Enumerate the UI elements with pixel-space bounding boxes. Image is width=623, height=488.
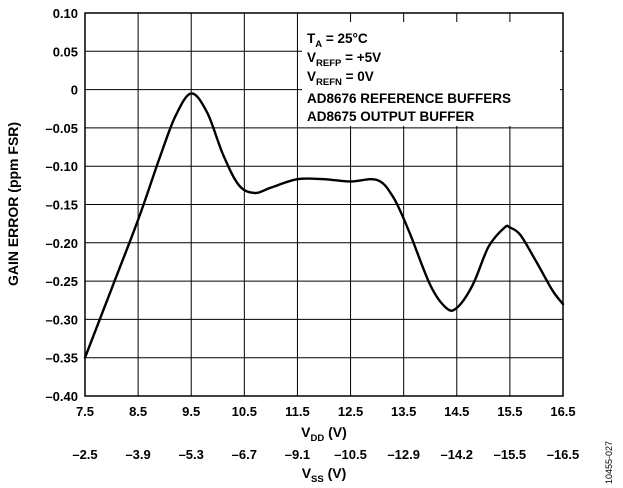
x-axis-label-vdd: VDD (V): [301, 424, 347, 444]
x-tick-label-vdd: 11.5: [285, 404, 310, 419]
y-tick-label: –0.05: [45, 121, 78, 136]
y-tick-label: –0.35: [45, 351, 78, 366]
y-axis-label: GAIN ERROR (ppm FSR): [5, 122, 21, 286]
x-tick-label-vss: –12.9: [387, 447, 420, 462]
annotation-background: [302, 22, 560, 126]
y-tick-labels: 0.10 0.05 0 –0.05 –0.10 –0.15 –0.20 –0.25 –0.30 –…: [45, 6, 78, 404]
y-tick-label: –0.30: [45, 312, 78, 327]
x-tick-label-vdd: 7.5: [76, 404, 94, 419]
y-tick-label: 0: [71, 83, 78, 98]
y-tick-label: 0.10: [53, 6, 78, 21]
x-tick-label-vss: –15.5: [494, 447, 527, 462]
y-tick-label: –0.20: [45, 236, 78, 251]
x-tick-label-vss: –6.7: [232, 447, 257, 462]
x-tick-label-vss: –16.5: [547, 447, 580, 462]
x-tick-label-vss: –9.1: [285, 447, 310, 462]
x-tick-label-vdd: 12.5: [338, 404, 363, 419]
x-tick-label-vdd: 13.5: [391, 404, 416, 419]
x-tick-label-vdd: 10.5: [232, 404, 257, 419]
y-tick-label: –0.25: [45, 274, 78, 289]
x-tick-label-vss: –2.5: [72, 447, 97, 462]
y-tick-label: –0.10: [45, 159, 78, 174]
x-tick-labels-vdd: 7.5 8.5 9.5 10.5 11.5 12.5 13.5 14.5 15.5 16.5: [76, 404, 576, 419]
x-tick-label-vdd: 8.5: [129, 404, 147, 419]
x-tick-label-vdd: 9.5: [182, 404, 200, 419]
annotation-vrefn: VREFN = 0V: [307, 69, 374, 88]
x-tick-label-vdd: 16.5: [550, 404, 575, 419]
x-tick-label-vss: –14.2: [441, 447, 474, 462]
annotation-output-buffer: AD8675 OUTPUT BUFFER: [307, 109, 475, 124]
y-tick-label: –0.40: [45, 389, 78, 404]
x-tick-label-vdd: 15.5: [497, 404, 522, 419]
plot-frame: [84, 12, 564, 397]
annotation-vrefp: VREFP = +5V: [307, 50, 381, 69]
y-tick-label: –0.15: [45, 198, 78, 213]
annotation-reference-buffers: AD8676 REFERENCE BUFFERS: [307, 91, 511, 106]
x-tick-label-vss: –3.9: [125, 447, 150, 462]
x-tick-label-vss: –5.3: [179, 447, 204, 462]
gain-error-series-line: [83, 92, 565, 359]
x-tick-label-vss: –10.5: [334, 447, 367, 462]
annotation-temperature: TA = 25°C: [307, 31, 368, 50]
y-tick-label: 0.05: [53, 44, 78, 59]
figure-id: 10455-027: [604, 441, 614, 484]
x-tick-labels-vss: –2.5 –3.9 –5.3 –6.7 –9.1 –10.5 –12.9 –14.2 –15.5…: [72, 447, 579, 462]
x-axis-label-vss: VSS (V): [302, 465, 347, 485]
x-tick-label-vdd: 14.5: [444, 404, 469, 419]
